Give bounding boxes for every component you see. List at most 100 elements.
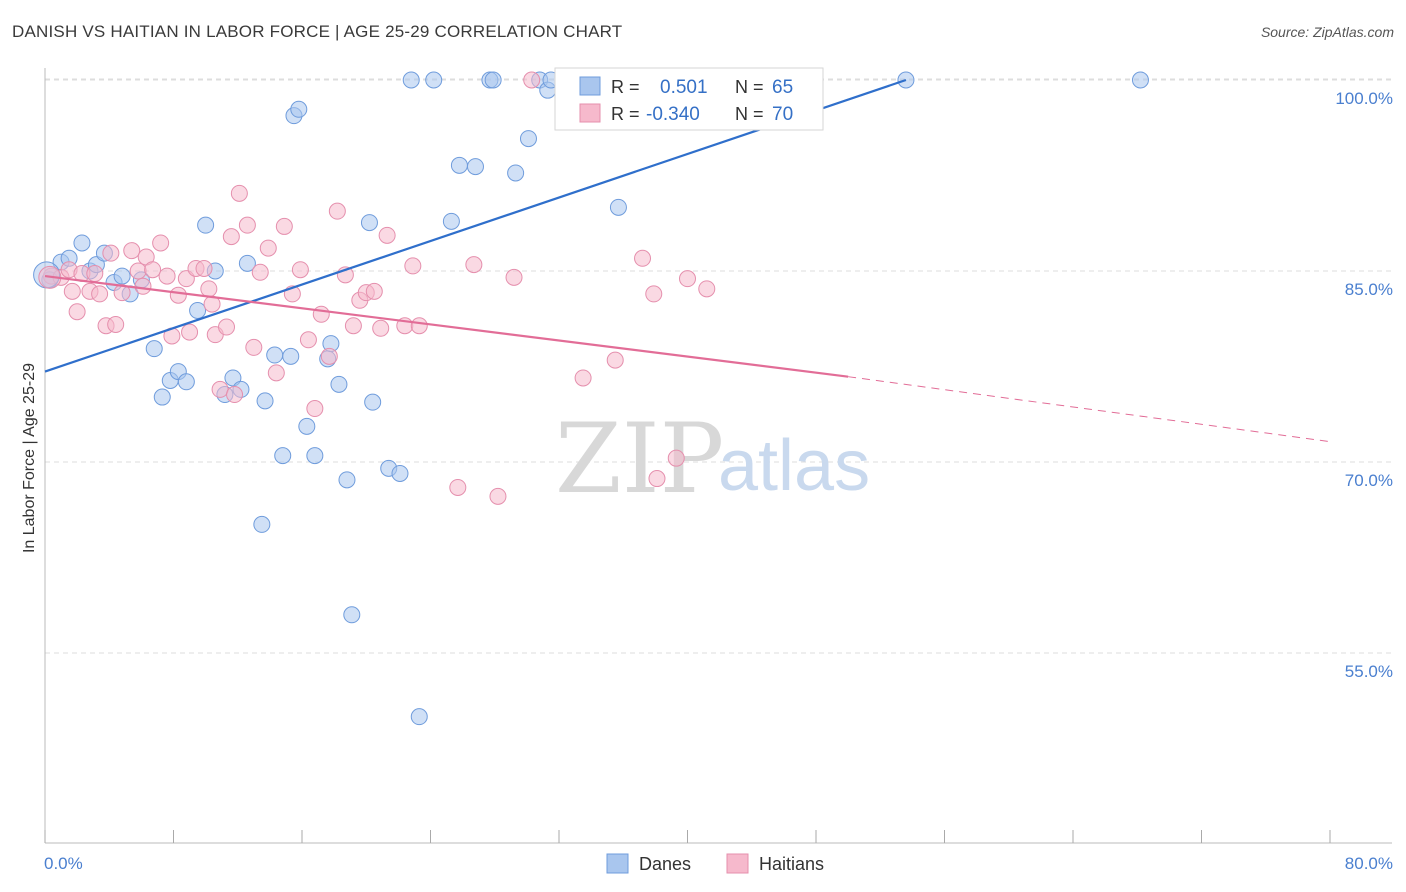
danes-point	[425, 71, 443, 89]
danes-point	[391, 464, 409, 482]
haitians-point	[410, 317, 428, 335]
haitians-point	[645, 285, 663, 303]
danes-point	[343, 606, 361, 624]
danes-point	[274, 447, 292, 465]
haitians-point	[275, 217, 293, 235]
danes-point	[442, 212, 460, 230]
legend-haitians-swatch	[579, 103, 601, 123]
danes-point	[256, 392, 274, 410]
danes-point	[253, 515, 271, 533]
bottom-legend-danes-label: Danes	[639, 854, 691, 874]
danes-point	[306, 447, 324, 465]
haitians-point	[320, 347, 338, 365]
haitians-point	[299, 331, 317, 349]
danes-point	[609, 198, 627, 216]
danes-point	[290, 100, 308, 118]
legend-danes-n-label: N =	[735, 77, 764, 97]
watermark-zip: ZIP	[555, 403, 724, 515]
danes-point	[282, 347, 300, 365]
haitians-point	[306, 400, 324, 418]
bottom-legend-danes-swatch	[606, 853, 629, 874]
danes-point	[197, 216, 215, 234]
legend-danes-n-value: 65	[772, 77, 793, 98]
danes-point	[153, 388, 171, 406]
haitians-point	[634, 249, 652, 267]
danes-point	[1131, 71, 1149, 89]
haitians-point	[465, 256, 483, 274]
danes-point	[450, 156, 468, 174]
haitians-point	[574, 369, 592, 387]
danes-point	[360, 214, 378, 232]
haitians-point	[679, 270, 696, 288]
haitians-point	[230, 184, 248, 202]
haitians-point	[91, 285, 109, 303]
danes-point	[519, 130, 537, 148]
legend-haitians-r-label: R =	[611, 104, 640, 124]
y-axis-label: In Labor Force | Age 25-29	[21, 363, 38, 553]
haitians-point	[123, 242, 141, 260]
haitians-point	[523, 71, 541, 89]
haitians-point	[134, 277, 152, 295]
source-label: Source: ZipAtlas.com	[1260, 24, 1394, 40]
haitians-point	[181, 323, 199, 341]
haitians-point	[259, 239, 277, 257]
haitians-point	[238, 216, 256, 234]
haitians-point	[107, 315, 125, 333]
danes-point	[338, 471, 356, 489]
haitians-point	[129, 262, 147, 280]
haitians-point	[404, 257, 422, 275]
legend-danes-swatch	[579, 76, 601, 96]
legend-haitians-n-label: N =	[735, 104, 764, 124]
haitians-point	[222, 228, 240, 246]
danes-point	[298, 417, 316, 435]
haitians-point	[698, 280, 716, 298]
haitians-point	[158, 267, 176, 285]
haitians-point	[378, 226, 396, 244]
y-tick-label: 100.0%	[1335, 89, 1393, 108]
danes-point	[238, 254, 256, 272]
danes-point	[402, 71, 420, 89]
haitians-point	[648, 470, 666, 488]
danes-point	[364, 393, 382, 411]
haitians-point	[606, 351, 624, 369]
haitians-point	[86, 265, 104, 283]
danes-point	[507, 164, 525, 182]
haitians-point	[505, 268, 523, 286]
haitians-point	[372, 319, 390, 337]
danes-point	[266, 346, 284, 364]
haitians-point	[291, 261, 309, 279]
y-tick-label: 70.0%	[1345, 471, 1393, 490]
grid-layer	[45, 78, 1392, 654]
haitians-point	[63, 282, 81, 300]
haitians-point	[226, 386, 244, 404]
haitians-point	[195, 259, 213, 277]
bottom-legend-haitians-swatch	[726, 853, 749, 874]
haitians-point	[328, 202, 346, 220]
haitians-point	[68, 303, 86, 321]
haitians-trend-line	[44, 275, 849, 378]
danes-point	[73, 234, 91, 252]
haitians-point	[267, 364, 285, 382]
danes-point	[145, 340, 163, 358]
legend-haitians-r-value: -0.340	[646, 104, 700, 125]
chart-title: DANISH VS HAITIAN IN LABOR FORCE | AGE 2…	[12, 22, 623, 41]
legend-haitians-n-value: 70	[772, 104, 793, 125]
bottom-legend-haitians-label: Haitians	[759, 854, 824, 874]
haitians-point	[251, 263, 269, 281]
danes-point	[113, 267, 131, 285]
watermark-atlas: atlas	[718, 426, 870, 506]
haitians-trend-line	[848, 376, 1331, 443]
danes-point	[466, 158, 484, 176]
haitians-point	[344, 317, 362, 335]
haitians-point	[489, 487, 507, 505]
y-tick-label: 55.0%	[1345, 662, 1393, 681]
haitians-point	[365, 282, 383, 300]
danes-point	[410, 708, 428, 726]
haitians-point	[449, 478, 467, 496]
series-legend: Danes Haitians	[606, 853, 824, 874]
legend-danes-r-value: 0.501	[660, 77, 708, 98]
haitians-point	[211, 380, 229, 398]
y-tick-label: 85.0%	[1345, 280, 1393, 299]
haitians-point	[218, 318, 236, 336]
